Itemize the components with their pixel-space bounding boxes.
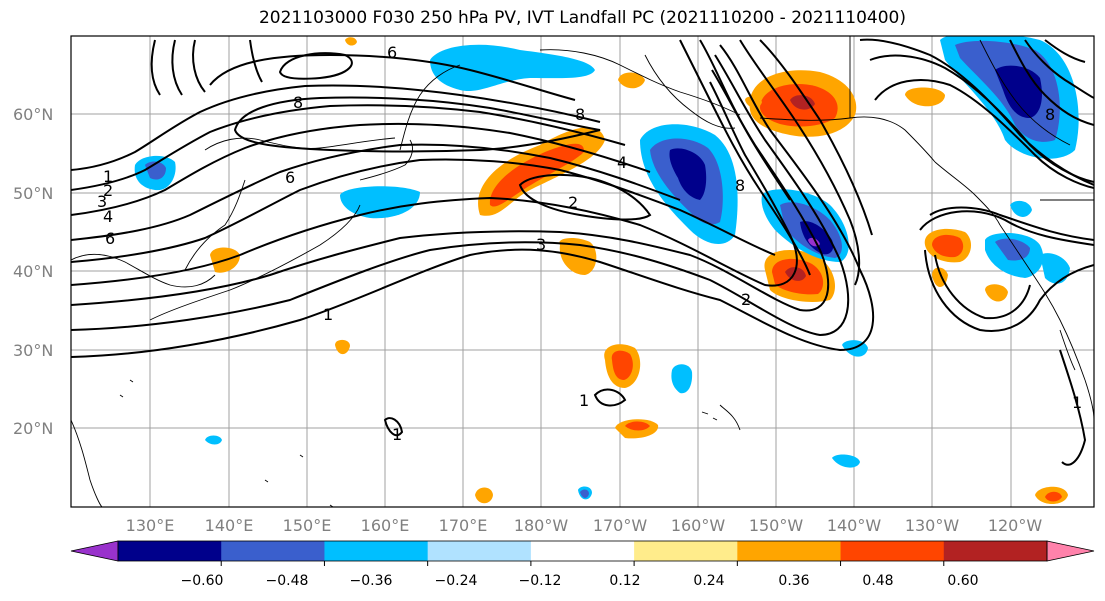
colorbar-extend-max: [1046, 540, 1095, 562]
contour-label: 8: [735, 176, 745, 195]
pv-contours: [71, 38, 1094, 466]
colorbar-tick-label: −0.48: [266, 573, 309, 589]
contour-labels: 1 2 3 4 6 8 6 8 2 3 1 2 8 4 6 8 1 1 1: [97, 43, 1082, 444]
contour-label: 6: [105, 229, 115, 248]
colorbar-tick-labels: −0.60 −0.48 −0.36 −0.24 −0.12 0.12 0.24 …: [181, 573, 979, 589]
lon-label: 160°W: [671, 516, 726, 535]
lon-label: 170°W: [593, 516, 648, 535]
colorbar-segment: [221, 541, 325, 561]
colorbar-segment: [737, 541, 842, 561]
contour-label: 4: [103, 207, 113, 226]
colorbar-segment: [634, 541, 738, 561]
colorbar-extend-min: [70, 540, 119, 562]
contour-label: 2: [103, 181, 113, 200]
contour-label: 3: [97, 192, 107, 211]
latitude-labels: 60°N 50°N 40°N 30°N 20°N: [13, 105, 53, 438]
lat-label: 40°N: [13, 262, 53, 281]
lon-label: 130°W: [905, 516, 960, 535]
colorbar-segment: [840, 541, 945, 561]
contour-label: 2: [568, 193, 578, 212]
contour-label: 8: [575, 105, 585, 124]
contour-label: 2: [741, 290, 751, 309]
colorbar-ticks: [220, 561, 945, 566]
lon-label: 160°E: [361, 516, 410, 535]
colorbar-tick-label: −0.36: [350, 573, 393, 589]
lon-label: 130°E: [126, 516, 175, 535]
contour-label: 3: [536, 235, 546, 254]
longitude-labels: 130°E 140°E 150°E 160°E 170°E 180°W 170°…: [126, 516, 1043, 535]
lat-label: 50°N: [13, 184, 53, 203]
contour-label: 1: [103, 167, 113, 186]
colorbar-segment: [943, 541, 1048, 561]
lat-label: 20°N: [13, 419, 53, 438]
contour-label: 4: [617, 153, 627, 172]
lon-label: 120°W: [988, 516, 1043, 535]
contour-label: 8: [293, 93, 303, 112]
colorbar-segment: [427, 541, 532, 561]
lon-label: 170°E: [439, 516, 488, 535]
contour-label: 1: [323, 305, 333, 324]
lon-label: 150°E: [283, 516, 332, 535]
colorbar-segments: [118, 541, 1048, 561]
colorbar: −0.60 −0.48 −0.36 −0.24 −0.12 0.12 0.24 …: [70, 540, 1095, 589]
positive-anomaly-shading: [210, 37, 1068, 504]
lon-label: 140°W: [827, 516, 882, 535]
colorbar-tick-label: 0.48: [862, 573, 893, 589]
map-frame: [70, 35, 1095, 508]
colorbar-tick-label: −0.24: [435, 573, 478, 589]
lon-label: 150°W: [749, 516, 804, 535]
contour-label: 8: [1045, 105, 1055, 124]
lon-label: 140°E: [205, 516, 254, 535]
lat-label: 60°N: [13, 105, 53, 124]
map-title: 2021103000 F030 250 hPa PV, IVT Landfall…: [258, 8, 906, 28]
contour-label: 6: [387, 43, 397, 62]
lat-label: 30°N: [13, 341, 53, 360]
contour-label: 1: [1072, 393, 1082, 412]
colorbar-tick-label: 0.12: [609, 573, 640, 589]
colorbar-tick-label: 0.24: [693, 573, 724, 589]
colorbar-segment: [324, 541, 429, 561]
colorbar-segment: [118, 541, 222, 561]
contour-label: 1: [392, 425, 402, 444]
lon-label: 180°W: [514, 516, 569, 535]
contour-label: 1: [579, 391, 589, 410]
colorbar-tick-label: 0.36: [778, 573, 809, 589]
colorbar-outline: [117, 540, 1048, 562]
colorbar-tick-label: −0.12: [519, 573, 562, 589]
colorbar-tick-label: −0.60: [181, 573, 224, 589]
colorbar-tick-label: 0.60: [947, 573, 978, 589]
contour-label: 6: [285, 168, 295, 187]
colorbar-segment: [530, 541, 635, 561]
